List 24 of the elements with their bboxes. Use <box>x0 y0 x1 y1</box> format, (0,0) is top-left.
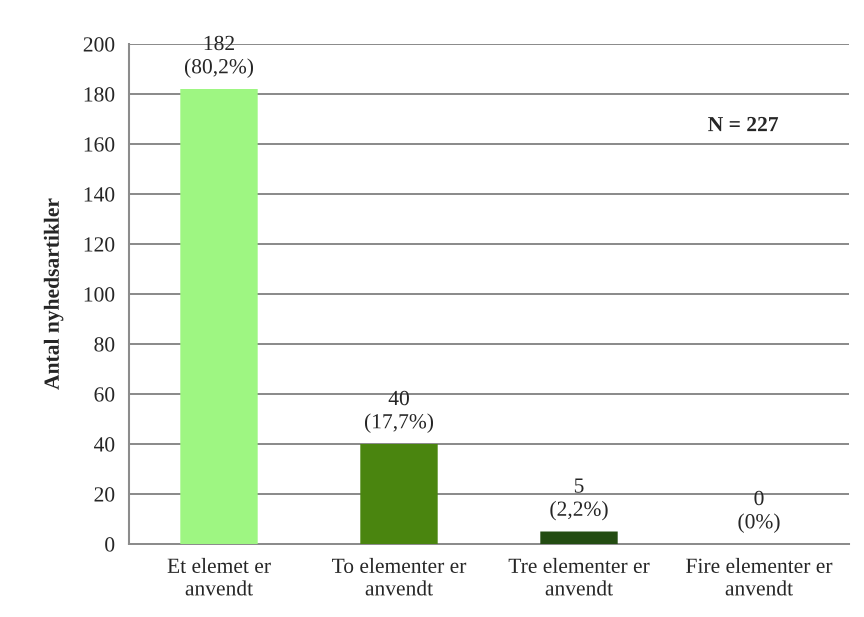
y-tick-label: 40 <box>94 437 114 452</box>
y-tick-label: 200 <box>84 37 114 52</box>
y-tick-label: 100 <box>84 287 114 302</box>
y-tick-label: 140 <box>84 187 114 202</box>
x-tick-label: To elementer er anvendt <box>332 558 466 596</box>
data-label: 40 (17,7%) <box>364 390 434 433</box>
x-tick-label: Fire elementer er anvendt <box>686 558 832 596</box>
data-label: 5 (2,2%) <box>550 478 608 520</box>
y-tick-label: 120 <box>84 237 114 252</box>
y-tick-label: 0 <box>105 537 114 552</box>
y-tick-label: 60 <box>94 387 114 402</box>
annotation: N = 227 <box>708 116 778 132</box>
x-tick-label: Tre elementer er anvendt <box>508 558 650 596</box>
y-tick-label: 20 <box>94 487 114 502</box>
y-axis-title: Antal nyhedsartikler <box>44 198 64 390</box>
x-tick-label: Et elemet er anvendt <box>168 558 271 596</box>
bar <box>360 444 438 544</box>
data-label: 182 (80,2%) <box>184 36 254 78</box>
bar <box>540 532 618 544</box>
bar <box>180 89 258 544</box>
data-label: 0 (0%) <box>738 490 780 533</box>
y-tick-label: 180 <box>84 87 114 102</box>
y-tick-label: 160 <box>84 137 114 152</box>
y-tick-label: 80 <box>94 337 114 352</box>
